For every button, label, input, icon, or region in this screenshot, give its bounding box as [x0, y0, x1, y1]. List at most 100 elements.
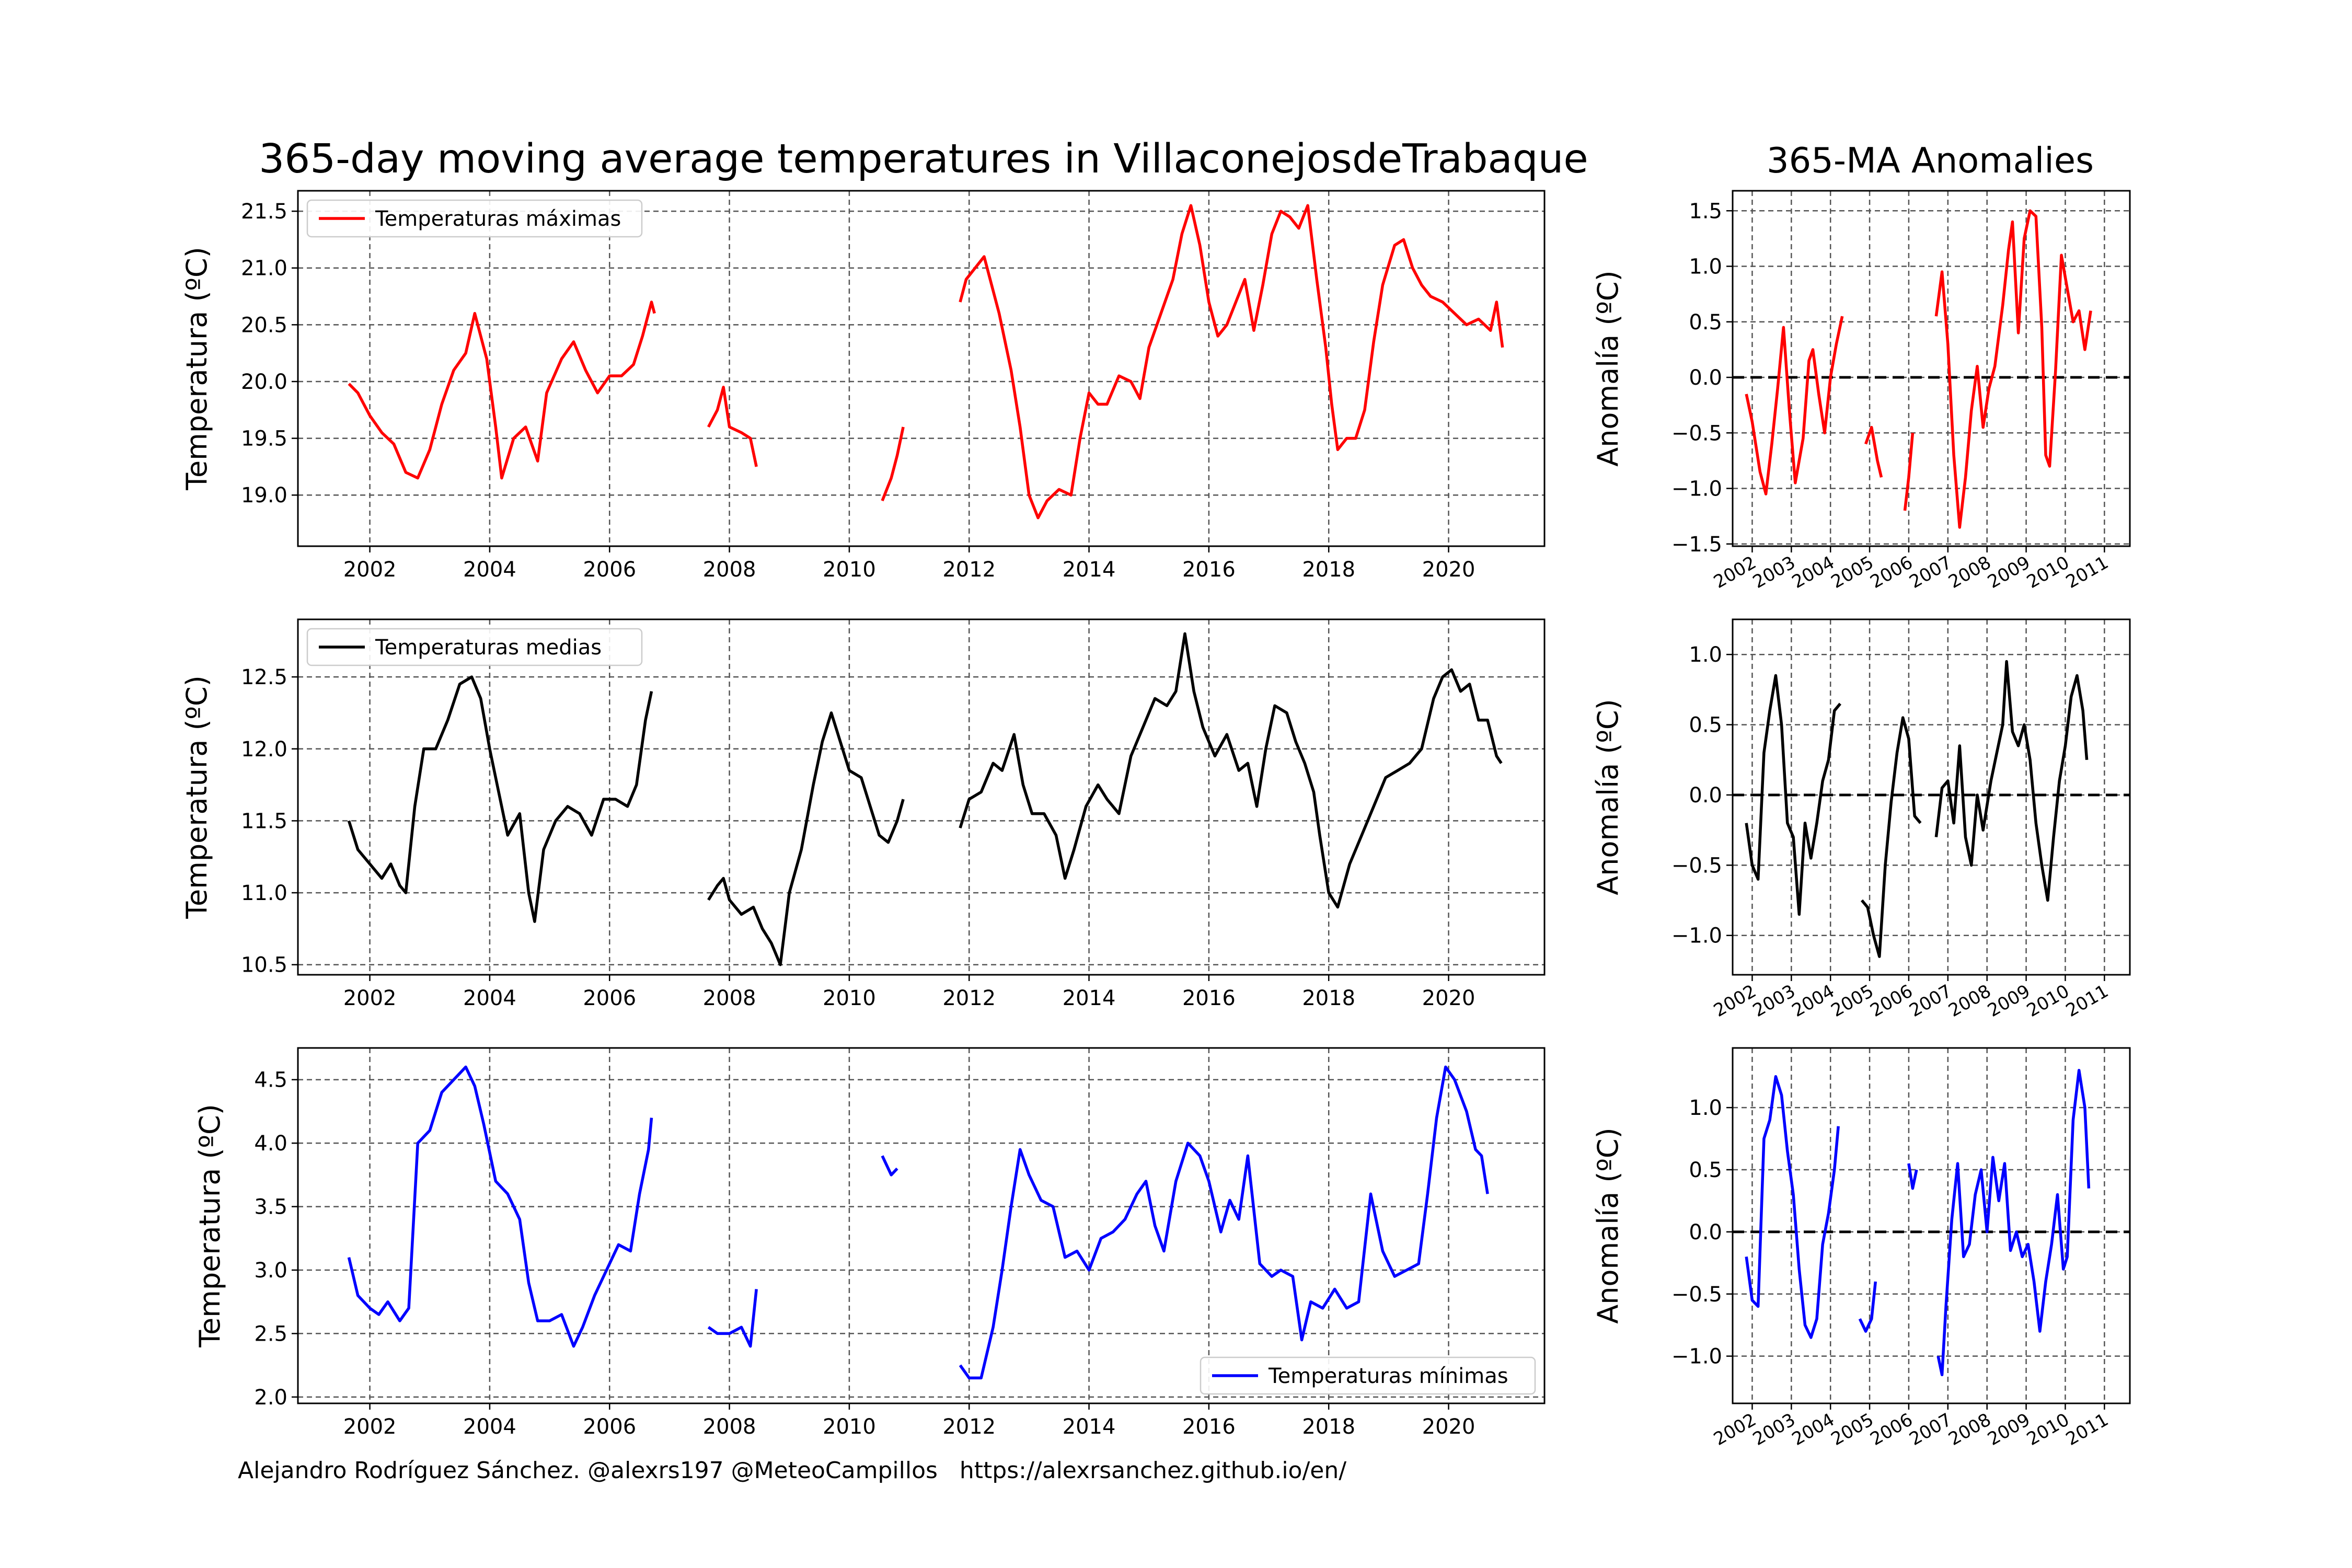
x-tick-label: 2006 [583, 1415, 636, 1439]
y-tick-label: 4.5 [254, 1068, 287, 1092]
x-tick-label: 2004 [463, 1415, 516, 1439]
y-tick-label: 1.5 [1689, 199, 1722, 223]
y-tick-label: −1.5 [1671, 533, 1722, 557]
y-tick-label: 12.0 [241, 737, 287, 762]
axes-frame [297, 190, 1546, 547]
series-line [1745, 674, 1842, 916]
x-tick-label: 2011 [2062, 552, 2112, 593]
y-tick-label: 21.5 [241, 200, 287, 224]
x-tick-label: 2010 [823, 1415, 876, 1439]
x-tick-label: 2020 [1422, 1415, 1475, 1439]
y-tick-label: −1.0 [1671, 477, 1722, 501]
series-line [1864, 425, 1883, 478]
legend-label: Temperaturas medias [375, 636, 602, 660]
x-tick-label: 2014 [1063, 1415, 1116, 1439]
y-axis-label: Anomalía (ºC) [1592, 699, 1624, 895]
series-line [348, 301, 656, 480]
y-tick-label: 3.5 [254, 1195, 287, 1219]
series-line [959, 1065, 1489, 1380]
legend-label: Temperaturas máximas [375, 207, 621, 231]
y-tick-label: 19.5 [241, 427, 287, 451]
credit-text: Alejandro Rodríguez Sánchez. @alexrs197 … [238, 1457, 1347, 1484]
x-tick-label: 2010 [823, 558, 876, 582]
series-line [1936, 1069, 2091, 1377]
series-line [1860, 716, 1922, 958]
x-tick-label: 2012 [942, 1415, 996, 1439]
series-line [881, 426, 905, 502]
series-line [707, 386, 758, 467]
x-tick-label: 2004 [463, 558, 516, 582]
x-tick-label: 2008 [703, 558, 756, 582]
y-tick-label: 2.5 [254, 1322, 287, 1346]
x-tick-label: 2016 [1182, 1415, 1236, 1439]
y-tick-label: −0.5 [1671, 421, 1722, 445]
y-tick-label: −0.5 [1671, 1283, 1722, 1307]
y-tick-label: 1.0 [1689, 643, 1722, 667]
y-axis-label: Temperatura (ºC) [180, 247, 213, 491]
x-tick-label: 2018 [1302, 1415, 1355, 1439]
y-tick-label: 20.5 [241, 313, 287, 337]
series-line [1903, 433, 1915, 511]
y-axis-label: Anomalía (ºC) [1592, 270, 1624, 466]
series-line [1858, 1281, 1877, 1333]
anomaly-panel-mean: 2002200320042005200620072008200920102011… [1592, 618, 2131, 1021]
y-tick-label: 11.0 [241, 881, 287, 905]
y-tick-label: 21.0 [241, 257, 287, 281]
series-line [959, 632, 1503, 909]
series-line [959, 204, 1504, 520]
series-line [707, 711, 905, 966]
x-tick-label: 2016 [1182, 986, 1236, 1010]
y-tick-label: 0.5 [1689, 310, 1722, 335]
series-line [347, 675, 653, 923]
panel-mean: 2002 2004 2006 2008 2010 2012 2014 2016 2018 2020… [180, 618, 1546, 1010]
axes-frame [297, 618, 1546, 976]
y-tick-label: 12.5 [241, 665, 287, 689]
y-tick-label: 0.0 [1689, 783, 1722, 808]
series-line [1934, 209, 2092, 529]
panel-min: 2002 2004 2006 2008 2010 2012 2014 2016 2018 2020… [193, 1047, 1546, 1439]
y-tick-label: 1.0 [1689, 1096, 1722, 1120]
axes-frame [1732, 1047, 2131, 1404]
x-tick-label: 2004 [463, 986, 516, 1010]
x-tick-label: 2012 [942, 986, 996, 1010]
series-line [347, 1065, 653, 1348]
x-tick-label: 2008 [703, 986, 756, 1010]
legend-label: Temperaturas mínimas [1268, 1364, 1508, 1388]
y-tick-label: −1.0 [1671, 924, 1722, 948]
series-line [707, 1289, 758, 1348]
x-tick-label: 2010 [823, 986, 876, 1010]
x-tick-label: 2006 [583, 986, 636, 1010]
y-tick-label: 0.0 [1689, 1220, 1722, 1244]
anomaly-panel-min: 2002200320042005200620072008200920102011… [1592, 1047, 2131, 1450]
y-axis-label: Anomalía (ºC) [1592, 1127, 1624, 1323]
y-tick-label: 10.5 [241, 953, 287, 977]
anomaly-panel-max: 2002200320042005200620072008200920102011… [1592, 190, 2131, 593]
legend-box [306, 628, 643, 666]
y-tick-label: 4.0 [254, 1132, 287, 1156]
axes-frame [1732, 190, 2131, 547]
side-title: 365-MA Anomalies [1767, 140, 2094, 181]
x-tick-label: 2016 [1182, 558, 1236, 582]
y-tick-label: 0.5 [1689, 713, 1722, 737]
y-tick-label: 2.0 [254, 1386, 287, 1410]
x-tick-label: 2002 [343, 986, 397, 1010]
series-line [1907, 1163, 1918, 1190]
panel-max: 2002 2004 2006 2008 2010 2012 2014 2016 2018 2020… [180, 190, 1546, 582]
y-axis-label: Temperatura (ºC) [193, 1104, 226, 1348]
axes-frame [297, 1047, 1546, 1404]
y-tick-label: 0.0 [1689, 366, 1722, 390]
x-tick-label: 2018 [1302, 986, 1355, 1010]
x-tick-label: 2002 [343, 1415, 397, 1439]
x-tick-label: 2008 [703, 1415, 756, 1439]
series-line [1745, 1075, 1840, 1339]
y-tick-label: −0.5 [1671, 854, 1722, 878]
axes-frame [1732, 618, 2131, 976]
x-tick-label: 2011 [2062, 1409, 2112, 1450]
x-tick-label: 2020 [1422, 986, 1475, 1010]
y-tick-label: −1.0 [1671, 1345, 1722, 1369]
y-tick-label: 11.5 [241, 809, 287, 833]
y-axis-label: Temperatura (ºC) [180, 675, 213, 919]
x-tick-label: 2018 [1302, 558, 1355, 582]
x-tick-label: 2020 [1422, 558, 1475, 582]
